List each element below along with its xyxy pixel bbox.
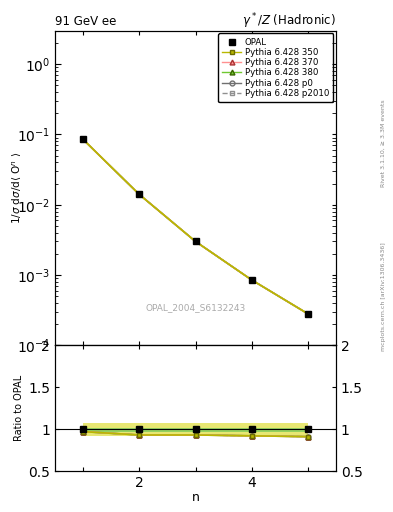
- X-axis label: n: n: [191, 492, 200, 504]
- Y-axis label: 1/$\sigma$ d$\sigma$/d$\langle$ O$^n$ $\rangle$: 1/$\sigma$ d$\sigma$/d$\langle$ O$^n$ $\…: [11, 152, 24, 224]
- Text: OPAL_2004_S6132243: OPAL_2004_S6132243: [145, 303, 246, 312]
- Text: $\gamma^*/Z$ (Hadronic): $\gamma^*/Z$ (Hadronic): [242, 11, 336, 31]
- Text: 91 GeV ee: 91 GeV ee: [55, 15, 116, 28]
- Text: Rivet 3.1.10, ≥ 3.3M events: Rivet 3.1.10, ≥ 3.3M events: [381, 99, 386, 187]
- Legend: OPAL, Pythia 6.428 350, Pythia 6.428 370, Pythia 6.428 380, Pythia 6.428 p0, Pyt: OPAL, Pythia 6.428 350, Pythia 6.428 370…: [218, 33, 333, 102]
- Text: mcplots.cern.ch [arXiv:1306.3436]: mcplots.cern.ch [arXiv:1306.3436]: [381, 243, 386, 351]
- Y-axis label: Ratio to OPAL: Ratio to OPAL: [14, 375, 24, 441]
